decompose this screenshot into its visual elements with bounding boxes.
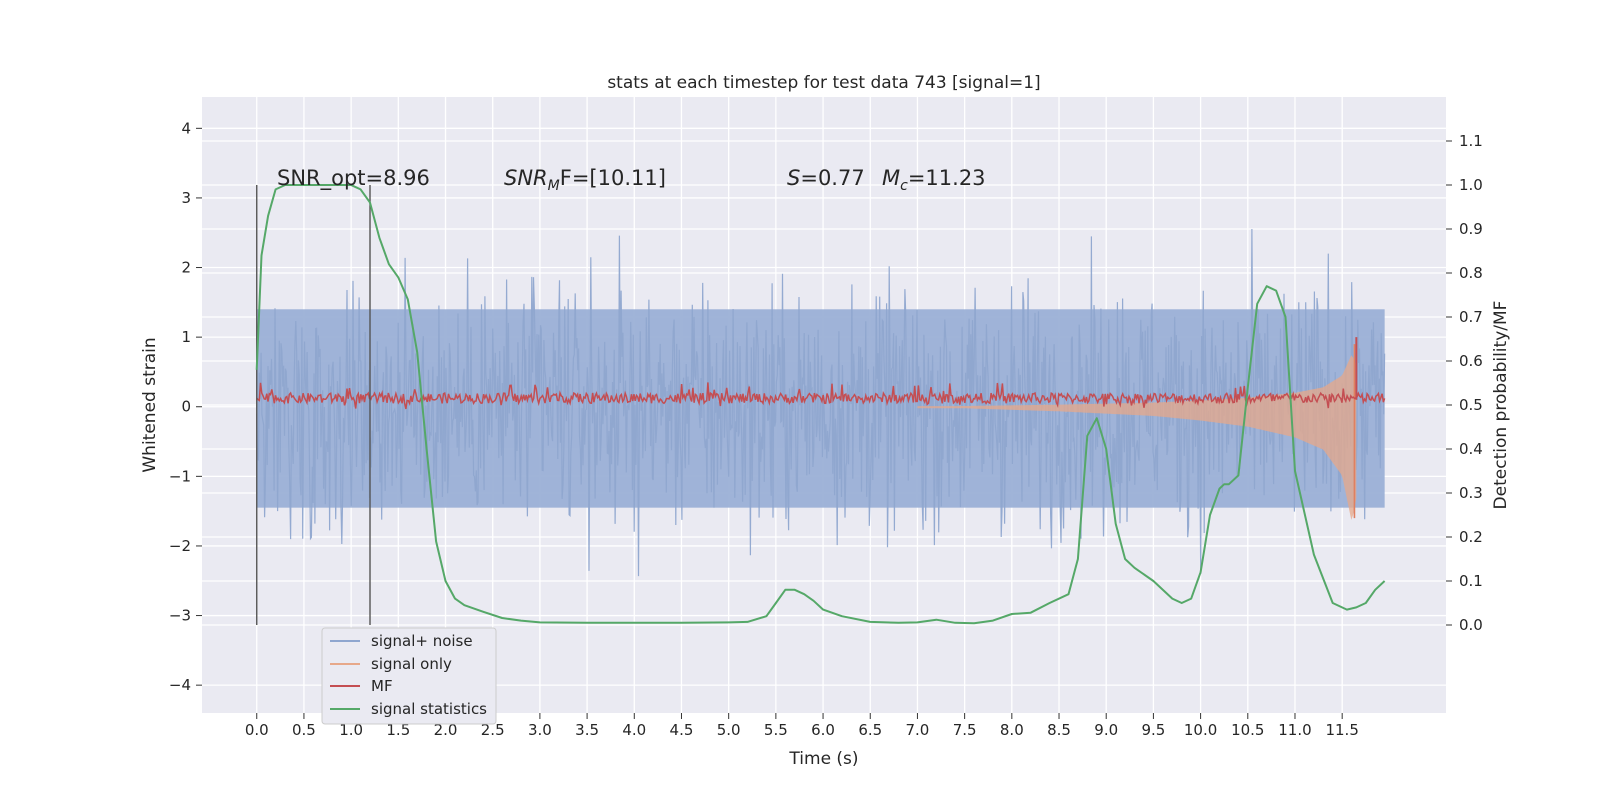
x-tick-label: 1.0 (339, 721, 363, 739)
x-tick-label: 7.5 (953, 721, 977, 739)
annotation-s-symbol: S (787, 166, 800, 190)
x-tick-label: 10.0 (1184, 721, 1217, 739)
annotation-snr-mf-subscript: M (548, 178, 560, 194)
y-tick-label-left: 3 (181, 189, 191, 207)
annotation-snr-mf-symbol: SNR (504, 166, 548, 190)
x-tick-label: 5.5 (764, 721, 788, 739)
legend-label-signal-only: signal only (371, 655, 452, 673)
y-tick-label-left: 0 (181, 398, 191, 416)
x-tick-label: 8.0 (1000, 721, 1024, 739)
y-tick-label-right: 0.6 (1459, 352, 1483, 370)
y-tick-label-left: −3 (169, 607, 191, 625)
series-line-mf (256, 382, 1386, 410)
legend: signal+ noise signal only MF signal stat… (321, 627, 497, 725)
x-tick-label: 3.0 (528, 721, 552, 739)
x-tick-label: 10.5 (1231, 721, 1264, 739)
y-axis-label-right: Detection probability/MF (1491, 301, 1511, 510)
x-tick-label: 6.5 (858, 721, 882, 739)
x-tick-label: 4.0 (622, 721, 646, 739)
axes-layer: 0.0 0.5 1.0 1.5 2.0 2.5 3.0 3.5 4.0 4.5 5.0 5.5 6.0 6… (169, 119, 1483, 739)
y-tick-label-left: 2 (181, 259, 191, 277)
x-tick-label: 7.0 (906, 721, 930, 739)
annotation-mc-subscript: c (900, 178, 908, 194)
legend-label-signal-statistics: signal statistics (371, 700, 487, 718)
annotation-s-value: =0.77 (800, 166, 864, 190)
annotation-s: S=0.77 (787, 166, 865, 190)
chart-title: stats at each timestep for test data 743… (607, 73, 1040, 93)
annotation-snr-opt: SNR_opt=8.96 (277, 166, 430, 191)
y-tick-label-left: 1 (181, 328, 191, 346)
series-line-signal-statistics (255, 184, 1386, 625)
annotation-mc-symbol: M (882, 166, 900, 190)
x-tick-label: 11.0 (1278, 721, 1311, 739)
y-tick-label-left: −4 (169, 676, 191, 694)
x-tick-label: 3.5 (575, 721, 599, 739)
x-tick-label: 1.5 (386, 721, 410, 739)
x-tick-label: 2.0 (434, 721, 458, 739)
x-tick-label: 2.5 (481, 721, 505, 739)
x-tick-label: 8.5 (1047, 721, 1071, 739)
legend-label-mf: MF (371, 677, 393, 695)
y-tick-label-right: 1.0 (1459, 176, 1483, 194)
x-tick-label: 9.0 (1094, 721, 1118, 739)
x-tick-label: 11.5 (1325, 721, 1358, 739)
x-tick-label: 6.0 (811, 721, 835, 739)
y-tick-label-right: 0.1 (1459, 572, 1483, 590)
x-axis-label: Time (s) (788, 749, 858, 769)
x-tick-label: 5.0 (717, 721, 741, 739)
legend-label-signal-noise: signal+ noise (371, 632, 473, 650)
y-tick-label-right: 0.5 (1459, 396, 1483, 414)
y-tick-label-left: −1 (169, 467, 191, 485)
y-tick-label-right: 0.8 (1459, 264, 1483, 282)
y-tick-label-left: −2 (169, 537, 191, 555)
y-tick-label-right: 0.9 (1459, 220, 1483, 238)
annotation-snr-mf-value: F=[10.11] (560, 166, 666, 190)
data-layer (255, 184, 1386, 625)
y-tick-label-right: 1.1 (1459, 132, 1483, 150)
y-tick-label-right: 0.4 (1459, 440, 1483, 458)
y-tick-label-right: 0.2 (1459, 528, 1483, 546)
y-tick-label-left: 4 (181, 119, 191, 137)
x-tick-label: 9.5 (1141, 721, 1165, 739)
y-tick-label-right: 0.3 (1459, 484, 1483, 502)
y-axis-label-left: Whitened strain (140, 337, 160, 472)
x-tick-label: 4.5 (670, 721, 694, 739)
annotation-mc: Mc=11.23 (882, 166, 986, 194)
y-tick-label-right: 0.0 (1459, 616, 1483, 634)
x-tick-label: 0.0 (245, 721, 269, 739)
legend-box (321, 627, 497, 725)
annotation-snr-mf: SNRMF=[10.11] (504, 166, 666, 194)
x-tick-label: 0.5 (292, 721, 316, 739)
y-tick-label-right: 0.7 (1459, 308, 1483, 326)
annotation-mc-value: =11.23 (908, 166, 986, 190)
